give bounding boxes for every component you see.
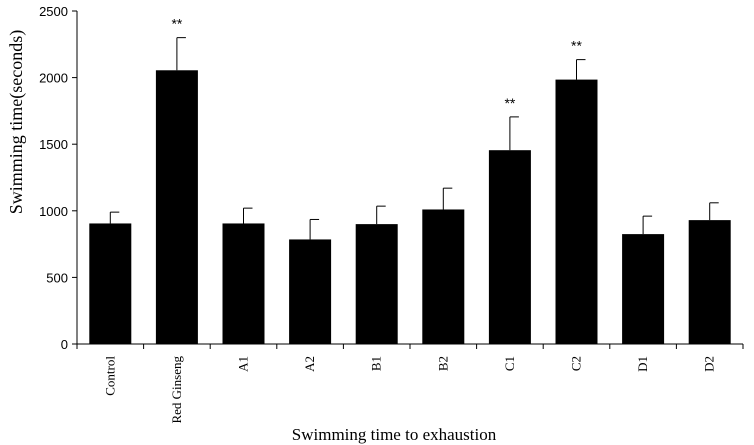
bar-b1 <box>355 224 398 344</box>
x-tick-label: A1 <box>236 356 251 372</box>
bar-a2 <box>289 239 332 344</box>
x-tick-label: C2 <box>569 356 584 371</box>
significance-marker: ** <box>504 95 515 111</box>
x-tick-label: Control <box>102 356 117 396</box>
bar-c1 <box>488 150 531 344</box>
y-axis-title: Swimming time(seconds) <box>6 30 27 214</box>
x-tick-label: C1 <box>502 356 517 371</box>
bar-d2 <box>688 220 731 344</box>
bar-c2 <box>555 79 598 345</box>
x-axis-title: Swimming time to exhaustion <box>292 425 497 444</box>
y-tick-label: 2500 <box>39 4 68 19</box>
y-tick-label: 0 <box>61 337 68 352</box>
bar-d1 <box>622 234 665 344</box>
significance-marker: ** <box>571 38 582 54</box>
bar-b2 <box>422 209 465 344</box>
y-tick-label: 1000 <box>39 204 68 219</box>
plot-area: 0 500 1000 1500 2000 2500 Control ** Red Ginseng… <box>39 4 744 424</box>
significance-marker: ** <box>171 16 182 32</box>
y-tick-label: 2000 <box>39 71 68 86</box>
y-tick-label: 500 <box>46 270 68 285</box>
x-tick-label: B2 <box>435 356 450 371</box>
x-tick-label: Red Ginseng <box>169 356 184 424</box>
x-tick-label: B1 <box>369 356 384 371</box>
bar-a1 <box>222 223 265 344</box>
bar-control <box>89 223 132 344</box>
y-tick-label: 1500 <box>39 137 68 152</box>
x-tick-label: D2 <box>702 356 717 372</box>
x-tick-label: A2 <box>302 356 317 372</box>
bar-red-ginseng <box>155 70 198 345</box>
x-tick-label: D1 <box>635 356 650 372</box>
